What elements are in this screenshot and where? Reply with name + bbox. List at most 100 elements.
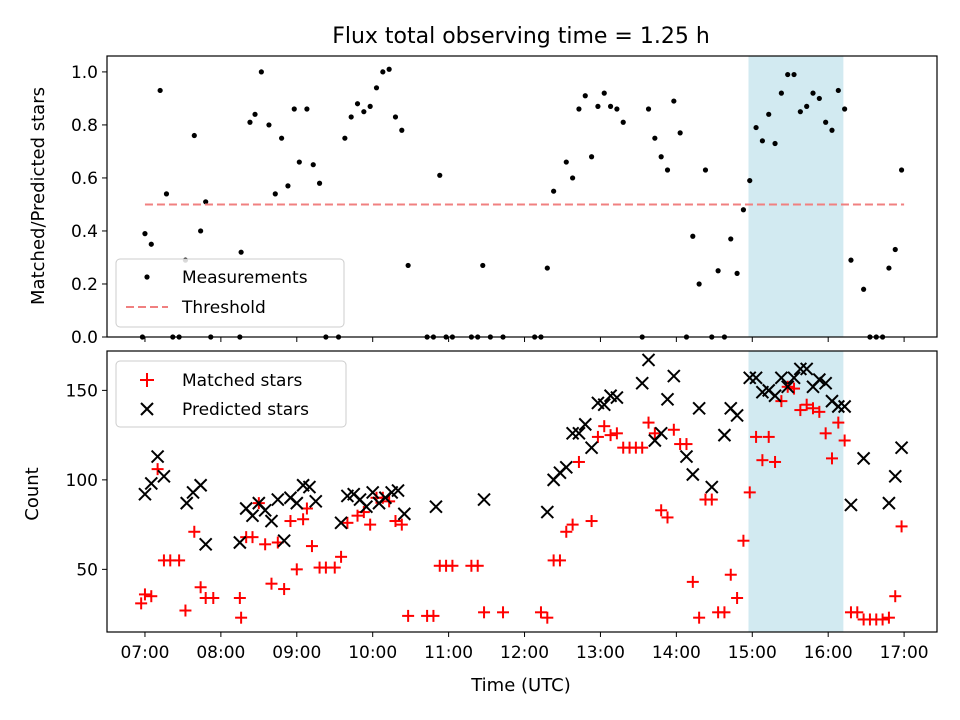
measurement-point bbox=[728, 236, 734, 242]
matched-stars-point bbox=[328, 561, 341, 574]
matched-stars-point bbox=[661, 511, 674, 524]
matched-stars-point bbox=[207, 591, 220, 604]
predicted-stars-point bbox=[584, 440, 599, 455]
predicted-stars-point bbox=[717, 428, 732, 442]
legend-measurements-marker bbox=[144, 274, 150, 280]
measurement-point bbox=[238, 249, 244, 255]
predicted-stars-point bbox=[397, 507, 412, 521]
matched-stars-point bbox=[680, 438, 693, 451]
matched-stars-point bbox=[889, 590, 902, 603]
measurement-point bbox=[778, 90, 784, 96]
predicted-stars-point bbox=[150, 449, 165, 464]
measurement-point bbox=[816, 95, 822, 102]
x-tick-label: 09:00 bbox=[272, 643, 321, 663]
matched-stars-point bbox=[233, 591, 246, 604]
predicted-stars-point bbox=[359, 500, 374, 514]
predicted-stars-point bbox=[477, 492, 491, 507]
measurement-point bbox=[266, 122, 272, 128]
measurement-point bbox=[607, 103, 614, 109]
predicted-stars-point bbox=[138, 487, 152, 501]
predicted-stars-point bbox=[888, 469, 902, 483]
predicted-stars-point bbox=[686, 467, 700, 482]
predicted-stars-point bbox=[365, 485, 380, 500]
matched-stars-point bbox=[585, 515, 598, 528]
y-tick-label: 0.0 bbox=[71, 328, 98, 348]
measurement-point bbox=[823, 119, 829, 125]
y-tick-label: 0.8 bbox=[71, 116, 98, 136]
measurement-point bbox=[772, 140, 778, 147]
matched-stars-point bbox=[655, 504, 668, 517]
measurement-point bbox=[570, 175, 576, 181]
measurement-point bbox=[671, 98, 677, 104]
matched-stars-point bbox=[813, 405, 826, 418]
predicted-stars-point bbox=[641, 353, 656, 367]
matched-stars-point bbox=[882, 611, 895, 624]
matched-stars-point bbox=[566, 518, 579, 531]
measurement-point bbox=[797, 109, 803, 115]
top-y-ticks: 0.0 0.2 0.4 0.6 0.8 1.0 bbox=[71, 63, 107, 348]
measurement-point bbox=[279, 135, 285, 141]
y-tick-label: 50 bbox=[76, 560, 98, 580]
predicted-stars-point bbox=[198, 537, 213, 552]
measurement-point bbox=[785, 71, 791, 78]
bottom-legend-box bbox=[115, 360, 347, 428]
matched-stars-point bbox=[389, 515, 402, 528]
measurement-point bbox=[291, 106, 297, 112]
top-legend: Measurements Threshold bbox=[115, 258, 345, 328]
predicted-stars-point bbox=[799, 362, 814, 376]
predicted-stars-point bbox=[157, 469, 171, 483]
measurement-point bbox=[658, 154, 664, 160]
matched-stars-point bbox=[335, 550, 348, 563]
matched-stars-point bbox=[800, 398, 813, 411]
matched-stars-point bbox=[290, 563, 303, 576]
matched-stars-point bbox=[541, 611, 554, 624]
matched-stars-point bbox=[297, 513, 310, 526]
measurement-point bbox=[252, 111, 258, 117]
x-tick-label: 10:00 bbox=[348, 643, 397, 663]
matched-stars-point bbox=[731, 591, 744, 604]
matched-stars-point bbox=[693, 611, 706, 624]
matched-stars-point bbox=[560, 525, 573, 538]
top-panel: 0.0 0.2 0.4 0.6 0.8 1.0 Matched/Predicted sta… bbox=[28, 55, 938, 348]
matched-stars-point bbox=[246, 531, 259, 544]
legend-matched-label: Matched stars bbox=[182, 371, 302, 391]
predicted-stars-point bbox=[894, 440, 909, 455]
matched-stars-point bbox=[553, 554, 566, 567]
measurement-point bbox=[563, 159, 569, 165]
matched-stars-point bbox=[724, 568, 737, 581]
matched-stars-point bbox=[705, 493, 718, 506]
x-tick-label: 15:00 bbox=[728, 643, 777, 663]
x-tick-label: 16:00 bbox=[804, 643, 853, 663]
predicted-stars-point bbox=[540, 505, 555, 519]
measurement-point bbox=[361, 109, 367, 115]
predicted-stars-point bbox=[334, 516, 348, 530]
matched-stars-point bbox=[194, 581, 207, 594]
predicted-stars-point bbox=[818, 376, 833, 390]
matched-stars-point bbox=[471, 559, 484, 572]
measurement-point bbox=[664, 167, 671, 173]
measurement-point bbox=[747, 177, 753, 184]
predicted-stars-point bbox=[193, 478, 208, 492]
predicted-stars-point bbox=[730, 408, 744, 423]
measurement-point bbox=[702, 167, 709, 173]
top-x-ticks bbox=[144, 337, 905, 342]
measurement-point bbox=[544, 265, 550, 271]
predicted-stars-point bbox=[660, 392, 675, 407]
legend-predicted-label: Predicted stars bbox=[182, 400, 309, 420]
measurement-point bbox=[588, 154, 595, 160]
measurement-point bbox=[886, 265, 892, 271]
measurement-point bbox=[342, 135, 348, 141]
predicted-stars-point bbox=[578, 417, 592, 432]
measurement-point bbox=[614, 106, 620, 112]
matched-stars-point bbox=[188, 525, 201, 538]
x-axis-label: Time (UTC) bbox=[470, 675, 571, 696]
x-tick-label: 17:00 bbox=[880, 643, 929, 663]
matched-stars-point bbox=[497, 606, 510, 619]
matched-stars-point bbox=[235, 611, 248, 624]
predicted-stars-point bbox=[302, 480, 317, 494]
y-tick-label: 0.4 bbox=[71, 222, 98, 242]
matched-stars-point bbox=[278, 583, 291, 596]
measurement-point bbox=[316, 180, 323, 186]
matched-stars-point bbox=[179, 604, 192, 617]
measurement-point bbox=[759, 138, 765, 144]
